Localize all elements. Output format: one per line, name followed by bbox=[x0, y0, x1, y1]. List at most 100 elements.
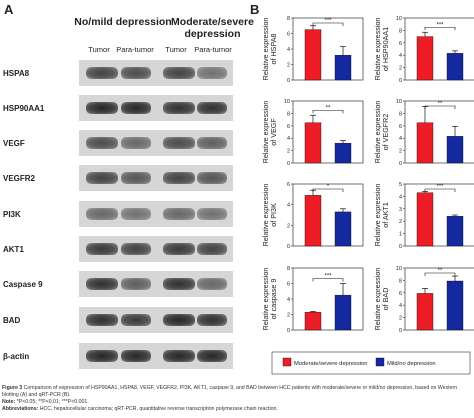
y-tick-label: 6 bbox=[399, 291, 402, 297]
y-tick-label: 4 bbox=[399, 303, 402, 309]
protein-label: VEGFR2 bbox=[3, 174, 36, 183]
y-axis-label: Relative expressionof VEGFR2 bbox=[373, 101, 390, 164]
protein-label: PI3K bbox=[3, 210, 21, 219]
axes-frame bbox=[292, 183, 364, 247]
chart-1: Relative expressionof HSPA8 0 2 4 6 8 *** bbox=[261, 16, 364, 84]
axes-frame bbox=[404, 100, 474, 164]
y-tick-label: 10 bbox=[396, 266, 402, 272]
bar bbox=[334, 55, 352, 81]
y-tick-label: 2 bbox=[287, 313, 290, 319]
blot-band bbox=[86, 101, 118, 115]
y-tick-label: 4 bbox=[287, 203, 290, 209]
blot-band bbox=[121, 349, 151, 363]
bar bbox=[446, 216, 464, 247]
y-tick-label: 0 bbox=[399, 328, 402, 334]
blot-band bbox=[121, 313, 151, 327]
significance-bracket bbox=[312, 22, 344, 26]
protein-label: HSP90AA1 bbox=[3, 104, 45, 113]
y-axis-label: Relative expressionof BAD bbox=[373, 268, 390, 331]
blot-band bbox=[163, 313, 195, 327]
group-header-no-mild: No/mild depression bbox=[74, 16, 172, 28]
y-tick-label: 2 bbox=[287, 223, 290, 229]
chart-3: Relative expressionof VEGF 0 2 4 6 8 10 ** bbox=[261, 99, 364, 167]
axes-frame bbox=[292, 17, 364, 81]
lane-label: Para-tumor bbox=[116, 45, 154, 54]
blot-band bbox=[121, 67, 151, 79]
blot-band bbox=[163, 137, 195, 149]
figure-text: Comparison of expression of HSP90AA1, HS… bbox=[2, 385, 458, 398]
legend-frame bbox=[271, 351, 471, 375]
blot-band bbox=[121, 101, 151, 115]
y-tick-label: 4 bbox=[399, 136, 402, 142]
blot-band bbox=[163, 277, 195, 291]
legend: Moderate/severe depression Mild/no depres… bbox=[271, 351, 471, 375]
protein-label: BAD bbox=[3, 316, 21, 325]
figure-label: Figure 3 bbox=[2, 385, 23, 391]
bar bbox=[304, 122, 322, 164]
protein-label: β-actin bbox=[3, 352, 30, 361]
y-tick-label: 0 bbox=[399, 78, 402, 84]
significance-label: *** bbox=[436, 22, 444, 28]
y-tick-label: 6 bbox=[287, 32, 290, 38]
y-tick-label: 6 bbox=[399, 124, 402, 130]
blot-band bbox=[163, 101, 195, 115]
lane-label: Tumor bbox=[88, 45, 110, 54]
bar bbox=[416, 36, 434, 81]
blot-band bbox=[86, 171, 118, 185]
significance-bracket bbox=[312, 109, 344, 114]
bar bbox=[304, 29, 322, 81]
significance-label: *** bbox=[436, 184, 444, 190]
y-tick-label: 2 bbox=[399, 66, 402, 72]
lane-label: Tumor bbox=[165, 45, 187, 54]
blot-band bbox=[121, 242, 151, 256]
protein-label: AKT1 bbox=[3, 245, 24, 254]
significance-bracket bbox=[312, 188, 344, 192]
bar bbox=[446, 53, 464, 81]
blot-band bbox=[163, 208, 195, 220]
panel-b-letter: B bbox=[250, 2, 260, 17]
y-tick-label: 6 bbox=[287, 124, 290, 130]
y-tick-label: 4 bbox=[287, 47, 290, 53]
significance-bracket bbox=[312, 278, 344, 282]
y-tick-label: 6 bbox=[399, 41, 402, 47]
blot-band bbox=[197, 242, 227, 256]
bar bbox=[334, 142, 352, 164]
blot-band bbox=[86, 242, 118, 256]
significance-bracket bbox=[424, 188, 456, 192]
y-tick-label: 0 bbox=[287, 244, 290, 250]
y-tick-label: 10 bbox=[284, 99, 290, 105]
significance-label: * bbox=[327, 184, 330, 190]
blot-band bbox=[86, 349, 118, 363]
y-tick-label: 8 bbox=[287, 111, 290, 117]
y-tick-label: 4 bbox=[287, 297, 290, 303]
y-tick-label: 4 bbox=[399, 194, 402, 200]
y-tick-label: 8 bbox=[399, 28, 402, 34]
blot-band bbox=[86, 137, 118, 149]
blot-band bbox=[163, 171, 195, 185]
panel-a-letter: A bbox=[4, 2, 14, 17]
y-tick-label: 0 bbox=[287, 78, 290, 84]
significance-label: ** bbox=[438, 268, 443, 274]
y-tick-label: 4 bbox=[287, 136, 290, 142]
bar bbox=[446, 136, 464, 164]
chart-5: Relative expressionof PI3K 0 2 4 6 * bbox=[261, 182, 364, 250]
bar bbox=[304, 195, 322, 247]
legend-label: Moderate/severe depression bbox=[294, 361, 367, 367]
y-tick-label: 8 bbox=[287, 16, 290, 22]
blot-band bbox=[121, 172, 151, 184]
y-axis-label: Relative expressionof PI3K bbox=[261, 184, 278, 247]
y-tick-label: 0 bbox=[287, 328, 290, 334]
blot-band bbox=[197, 278, 227, 290]
significance-label: ** bbox=[438, 101, 443, 107]
y-tick-label: 3 bbox=[399, 207, 402, 213]
axes-frame bbox=[404, 183, 474, 247]
chart-2: Relative expressionof HSP90AA1 0 2 4 6 8 10 *** bbox=[373, 16, 474, 84]
y-tick-label: 6 bbox=[287, 182, 290, 188]
blot-band bbox=[197, 67, 227, 79]
bar bbox=[334, 211, 352, 247]
y-tick-label: 2 bbox=[399, 149, 402, 155]
bar bbox=[416, 192, 434, 247]
blot-band bbox=[121, 208, 151, 220]
y-tick-label: 6 bbox=[287, 282, 290, 288]
y-tick-label: 0 bbox=[399, 161, 402, 167]
